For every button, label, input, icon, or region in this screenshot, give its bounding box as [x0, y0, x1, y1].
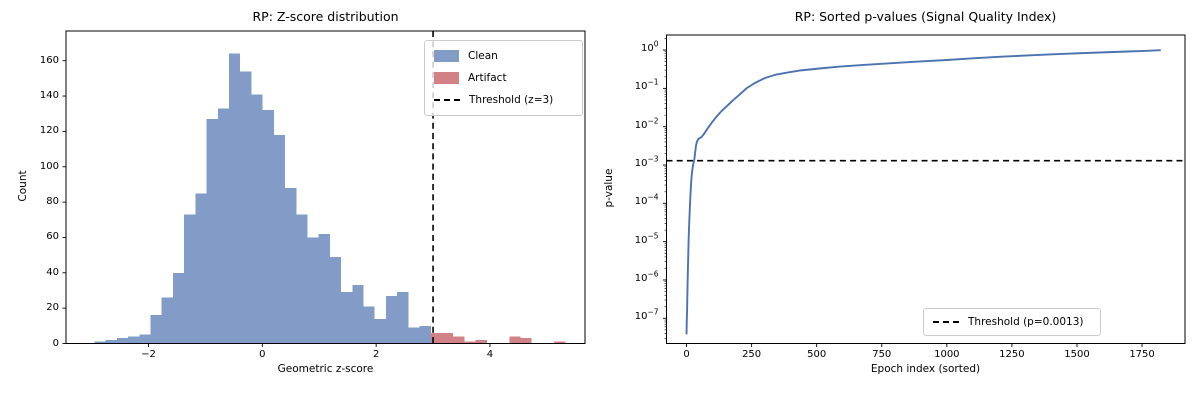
hist-bar-clean	[128, 336, 140, 344]
left-y-tick-label: 0	[52, 337, 59, 349]
left-legend: Clean Artifact Threshold (z=3)	[424, 40, 583, 116]
right-x-tick-label: 1250	[999, 349, 1025, 360]
left-x-tick-label: 2	[372, 349, 380, 360]
right-x-tick-label: 500	[807, 349, 827, 360]
right-xaxis-label: Epoch index (sorted)	[870, 363, 981, 375]
left-x-tick-label: 4	[486, 349, 494, 360]
left-axes-frame	[65, 30, 586, 344]
right-yaxis-label: p-value	[603, 168, 615, 208]
right-legend: Threshold (p=0.0013)	[923, 308, 1101, 336]
right-axes-frame	[666, 34, 1186, 344]
right-y-tick-label: 10−3	[634, 154, 659, 169]
artifact-color-swatch	[434, 72, 459, 84]
legend-item-artifact: Artifact	[434, 72, 573, 85]
right-x-tick-label: 750	[872, 349, 892, 360]
left-x-tick-label: 0	[259, 349, 266, 360]
hist-bar-clean	[228, 53, 241, 344]
hist-bar-artifact	[509, 336, 521, 344]
right-y-tick-label: 10−7	[634, 307, 659, 323]
hist-bar-clean	[139, 334, 151, 344]
left-y-tick-label: 80	[46, 196, 59, 208]
right-y-tick-label: 10−5	[634, 231, 659, 246]
left-y-tick-label: 40	[46, 266, 59, 278]
hist-bar-clean	[206, 119, 218, 344]
hist-bar-clean	[285, 187, 297, 344]
left-yaxis-label: Count	[17, 170, 29, 202]
clean-color-swatch	[434, 50, 459, 62]
hist-bar-clean	[150, 315, 162, 344]
legend-item-zscore-threshold: Threshold (z=3)	[434, 94, 573, 107]
hist-bar-artifact	[554, 341, 566, 344]
right-x-tick-label: 1750	[1129, 349, 1155, 360]
hist-bar-artifact	[430, 332, 442, 344]
hist-bar-clean	[195, 193, 207, 344]
right-y-tick-label: 10−6	[634, 269, 659, 284]
left-xaxis-label: Geometric z-score	[277, 363, 374, 375]
left-y-tick-label: 160	[39, 54, 59, 66]
right-x-tick-label: 1000	[934, 349, 960, 360]
hist-bar-clean	[408, 327, 420, 344]
right-x-tick-label: 0	[683, 349, 690, 360]
hist-bar-artifact	[475, 339, 487, 344]
legend-label-clean: Clean	[468, 49, 498, 62]
legend-item-pvalue-threshold: Threshold (p=0.0013)	[933, 316, 1091, 329]
hist-bar-clean	[251, 94, 263, 344]
hist-bar-clean	[217, 108, 229, 344]
right-x-tick-label: 250	[742, 349, 762, 360]
hist-bar-clean	[374, 318, 386, 344]
hist-bar-clean	[318, 233, 330, 344]
hist-bar-clean	[341, 292, 353, 344]
hist-bar-clean	[329, 256, 342, 344]
right-x-tick-label: 1500	[1064, 349, 1090, 360]
hist-bar-clean	[172, 272, 185, 344]
left-y-tick-label: 140	[39, 90, 59, 102]
legend-label-zscore-threshold: Threshold (z=3)	[469, 93, 554, 106]
hist-bar-clean	[307, 237, 319, 344]
hist-bar-clean	[385, 295, 398, 344]
hist-bar-clean	[352, 285, 364, 344]
hist-bar-clean	[116, 338, 129, 344]
hist-bar-clean	[240, 71, 252, 344]
legend-label-pvalue-threshold: Threshold (p=0.0013)	[968, 315, 1084, 328]
hist-bar-clean	[105, 339, 117, 344]
left-x-tick-label: −2	[141, 349, 156, 360]
pvalue-curve	[685, 49, 1161, 335]
legend-label-artifact: Artifact	[468, 71, 507, 84]
dashed-line-sample	[933, 321, 959, 323]
hist-bar-clean	[94, 341, 106, 344]
hist-bar-clean	[397, 292, 409, 344]
left-y-tick-label: 20	[46, 302, 59, 314]
right-y-tick-label: 10−4	[634, 193, 659, 208]
dashed-line-sample	[434, 99, 460, 101]
hist-bar-clean	[296, 214, 308, 344]
left-plot-title: RP: Z-score distribution	[252, 9, 399, 24]
right-y-tick-label: 10−2	[634, 116, 659, 131]
right-y-tick-label: 10−1	[634, 78, 659, 93]
hist-bar-artifact	[453, 336, 465, 344]
right-y-tick-label: 100	[640, 39, 659, 55]
hist-bar-clean	[161, 297, 173, 344]
hist-bar-clean	[184, 214, 196, 344]
hist-bar-artifact	[520, 338, 532, 344]
right-plot-title: RP: Sorted p-values (Signal Quality Inde…	[794, 9, 1057, 24]
hist-bar-clean	[273, 134, 286, 344]
hist-bar-clean	[363, 306, 375, 344]
hist-bar-artifact	[441, 332, 454, 344]
left-y-tick-label: 100	[39, 160, 59, 172]
hist-bar-artifact	[464, 341, 476, 344]
left-y-tick-label: 60	[46, 231, 59, 243]
legend-item-clean: Clean	[434, 50, 573, 63]
hist-bar-clean	[262, 110, 274, 344]
left-y-tick-label: 120	[39, 125, 59, 137]
hist-bar-clean	[419, 325, 431, 344]
